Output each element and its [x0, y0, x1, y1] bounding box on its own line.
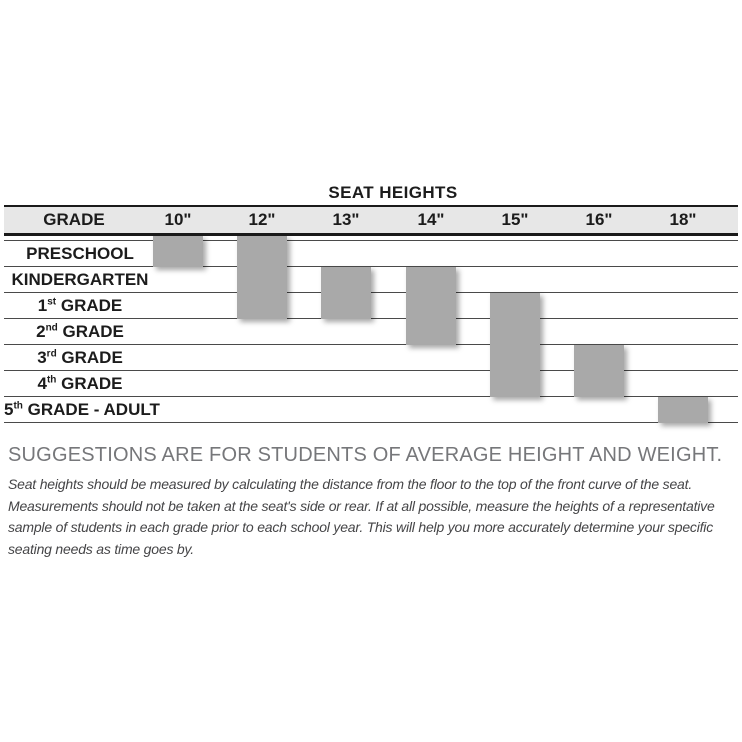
column-header-7: 18"	[669, 210, 697, 229]
paragraph-line-4: seating needs as time goes by.	[8, 540, 194, 557]
column-header-2: 12"	[248, 210, 276, 229]
table-row-7: 5th GRADE - ADULT	[4, 397, 738, 423]
row-label: 2nd GRADE	[36, 321, 124, 341]
range-bar-16in	[574, 345, 624, 397]
table-body: PRESCHOOL KINDERGARTEN 1st GRADE 2nd GRADE 3…	[4, 241, 738, 423]
column-header-3: 13"	[332, 210, 360, 229]
paragraph-line-3: sample of students in each grade prior t…	[8, 519, 714, 535]
range-bar-15in	[490, 293, 540, 397]
row-label: 5th GRADE - ADULT	[4, 399, 160, 419]
table-row-5: 3rd GRADE	[4, 345, 738, 371]
row-label: 3rd GRADE	[37, 347, 123, 367]
table-row-2: KINDERGARTEN	[4, 267, 738, 293]
paragraph-line-1: Seat heights should be measured by calcu…	[8, 476, 693, 492]
row-label: PRESCHOOL	[26, 243, 134, 263]
range-bar-14in	[406, 267, 456, 345]
paragraph-line-2: Measurements should not be taken at the …	[8, 497, 715, 514]
row-label: 4th GRADE	[37, 373, 123, 393]
suggestions-heading: SUGGESTIONS ARE FOR STUDENTS OF AVERAGE …	[8, 444, 723, 466]
table-row-3: 1st GRADE	[4, 293, 738, 319]
column-header-6: 16"	[585, 210, 613, 229]
range-bar-13in	[321, 267, 371, 319]
chart-title: SEAT HEIGHTS	[328, 183, 458, 202]
suggestions-paragraph: Seat heights should be measured by calcu…	[8, 474, 738, 560]
range-bar-12in	[237, 236, 287, 319]
column-header-1: 10"	[164, 210, 192, 229]
table-row-1: PRESCHOOL	[4, 241, 738, 267]
seat-heights-table: GRADE 10" 12" 13" 14" 15" 16" 18" PRESCHOOL KIN…	[4, 205, 738, 423]
row-label: KINDERGARTEN	[11, 269, 149, 289]
range-bar-10in	[153, 236, 203, 267]
table-row-6: 4th GRADE	[4, 371, 738, 397]
column-header-5: 15"	[501, 210, 529, 229]
column-header-4: 14"	[417, 210, 445, 229]
row-label: 1st GRADE	[37, 295, 123, 315]
grade-column-header: GRADE	[43, 210, 105, 229]
header-divider	[4, 236, 738, 241]
range-bar-18in	[658, 397, 708, 423]
table-row-4: 2nd GRADE	[4, 319, 738, 345]
table-header-row: GRADE 10" 12" 13" 14" 15" 16" 18"	[4, 205, 738, 236]
